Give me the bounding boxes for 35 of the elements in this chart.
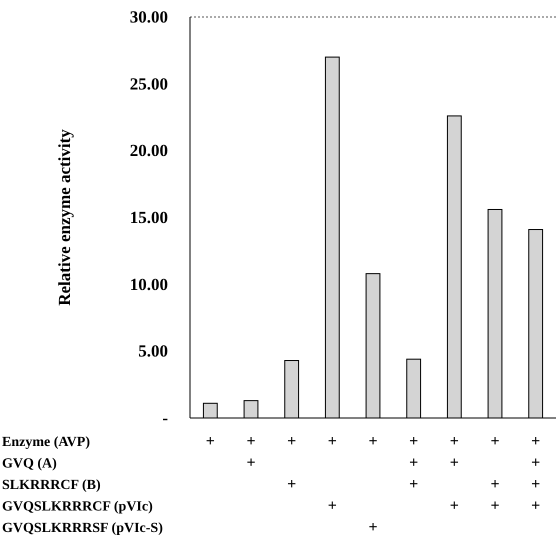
text: + xyxy=(409,476,418,493)
text: + xyxy=(490,476,500,493)
text: + xyxy=(328,497,337,514)
text: + xyxy=(531,454,540,472)
text: + xyxy=(531,476,540,493)
y-tick-label: 20.00 xyxy=(130,141,168,160)
text: + xyxy=(490,497,500,514)
text: + xyxy=(409,432,418,450)
text: + xyxy=(287,432,296,450)
text: + xyxy=(450,432,459,450)
y-tick-label: GVQSLKRRRSF (pVIc-S) xyxy=(2,520,164,536)
y-tick-label: 25.00 xyxy=(130,74,168,94)
y-tick-label: 15.00 xyxy=(130,208,168,227)
y-tick-label: - xyxy=(162,408,168,428)
y-tick-label: 5.00 xyxy=(138,342,168,361)
text: + xyxy=(287,476,296,493)
y-tick-label: GVQ (A) xyxy=(2,456,58,472)
text: + xyxy=(368,518,378,536)
text: + xyxy=(246,454,256,472)
text: + xyxy=(368,432,378,450)
text: + xyxy=(450,454,459,472)
y-tick-label: 30.00 xyxy=(130,7,168,26)
text: + xyxy=(531,432,540,450)
text: + xyxy=(206,432,215,450)
text: + xyxy=(328,432,337,450)
y-axis-title: Relative enzyme activity xyxy=(55,128,74,306)
text: + xyxy=(490,432,500,450)
text: + xyxy=(450,497,459,514)
text: + xyxy=(246,432,256,450)
text: + xyxy=(531,497,540,514)
y-tick-label: GVQSLKRRRCF (pVIc) xyxy=(2,499,154,514)
y-tick-label: 10.00 xyxy=(130,274,168,294)
text: + xyxy=(409,454,418,472)
y-tick-label: SLKRRRCF (B) xyxy=(2,478,101,493)
y-tick-label: Enzyme (AVP) xyxy=(2,434,90,450)
